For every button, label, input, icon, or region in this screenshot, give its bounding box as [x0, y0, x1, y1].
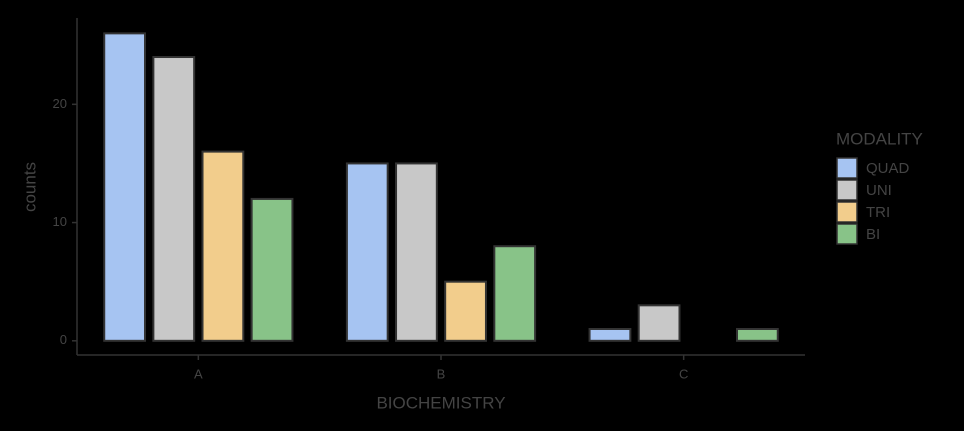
y-axis-title: counts: [20, 162, 39, 212]
bar: [444, 280, 487, 342]
legend-key: [836, 179, 858, 201]
bar: [588, 327, 632, 342]
legend-key: [836, 223, 858, 245]
bar: [493, 245, 537, 342]
bar: [103, 32, 147, 342]
y-tick-label: 20: [53, 96, 67, 111]
bar: [395, 162, 438, 342]
legend-key: [836, 201, 858, 223]
bar: [152, 56, 196, 342]
legend-label: QUAD: [866, 160, 910, 177]
legend-label: TRI: [866, 204, 890, 221]
y-tick-label: 10: [53, 214, 67, 229]
bar: [637, 304, 681, 342]
bar: [735, 327, 779, 342]
legend-label: UNI: [866, 182, 892, 199]
bar: [345, 162, 389, 342]
legend-title: MODALITY: [836, 129, 923, 148]
y-tick-label: 0: [60, 332, 67, 347]
legend-key: [836, 157, 858, 179]
x-tick-label: B: [437, 366, 446, 381]
x-tick-label: A: [194, 366, 203, 381]
x-tick-label: C: [679, 366, 688, 381]
x-axis-title: BIOCHEMISTRY: [376, 393, 505, 412]
legend-label: BI: [866, 226, 880, 243]
bar: [201, 150, 245, 342]
bar: [250, 197, 294, 342]
